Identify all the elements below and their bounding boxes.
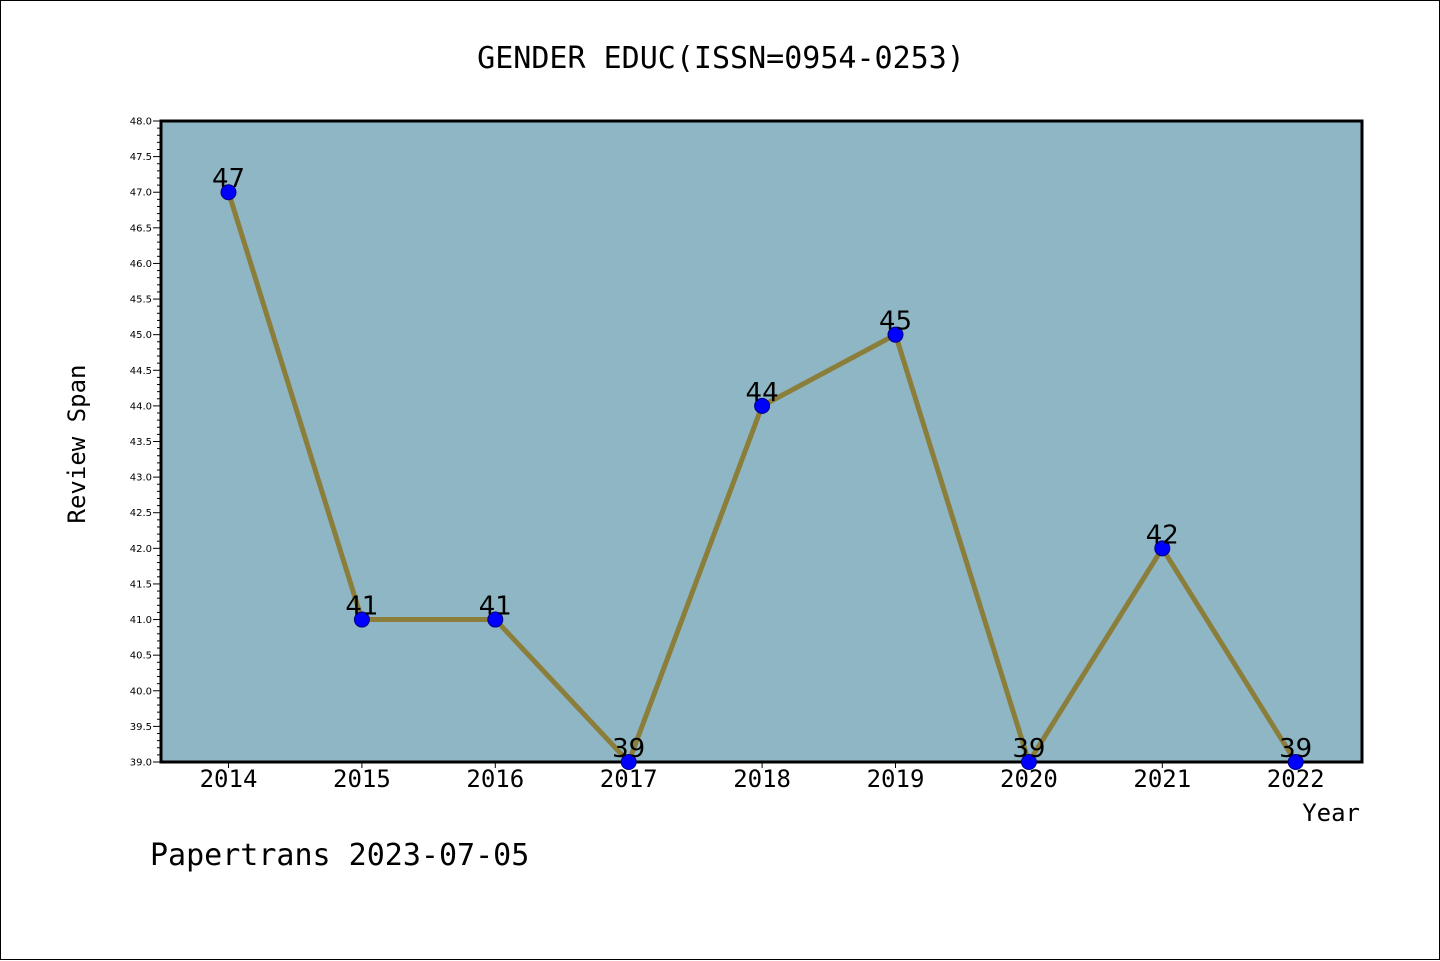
data-label: 47: [212, 164, 245, 194]
data-point: [1154, 540, 1171, 557]
plot-area: [159, 119, 1364, 764]
x-tick-label: 2015: [333, 765, 391, 793]
y-tick-label: 46.0: [130, 259, 152, 270]
chart-title: GENDER EDUC(ISSN=0954-0253): [477, 41, 965, 76]
data-label: 45: [879, 307, 912, 337]
y-tick-label: 47.0: [130, 188, 152, 199]
data-label: 41: [345, 592, 378, 622]
data-point: [1287, 754, 1304, 770]
data-label: 41: [479, 592, 512, 622]
y-tick-label: 43.0: [130, 473, 152, 484]
x-tick-label: 2021: [1133, 765, 1191, 793]
y-tick-label: 41.5: [130, 579, 152, 590]
x-tick-label: 2018: [733, 765, 791, 793]
data-point: [220, 184, 237, 201]
y-tick-label: 45.0: [130, 330, 152, 341]
y-tick-label: 42.5: [130, 508, 152, 519]
y-tick-label: 41.0: [130, 615, 152, 626]
data-series: 47 41 41 39 44 45 39 42 39: [212, 164, 1312, 770]
y-tick-label: 39.0: [130, 758, 152, 769]
y-tick-label: 45.5: [130, 295, 152, 306]
data-label: 39: [1012, 734, 1045, 764]
x-tick-label: 2019: [867, 765, 925, 793]
y-tick-label: 44.5: [130, 366, 152, 377]
x-tick-label: 2014: [200, 765, 258, 793]
y-tick-label: 40.5: [130, 651, 152, 662]
y-tick-label: 48.0: [130, 117, 152, 128]
data-point: [887, 326, 904, 343]
x-tick-label: 2016: [466, 765, 524, 793]
data-point: [1020, 754, 1037, 770]
x-axis-label: Year: [1302, 799, 1360, 827]
y-tick-label: 42.0: [130, 544, 152, 555]
data-label: 39: [1279, 734, 1312, 764]
data-point: [754, 397, 771, 414]
y-tick-label: 44.0: [130, 401, 152, 412]
y-tick-label: 46.5: [130, 223, 152, 234]
y-tick-label: 40.0: [130, 686, 152, 697]
data-point: [353, 611, 370, 628]
y-tick-label: 43.5: [130, 437, 152, 448]
data-point: [620, 754, 637, 770]
y-tick-label: 47.5: [130, 152, 152, 163]
data-label: 42: [1146, 520, 1179, 550]
data-label: 44: [746, 378, 779, 408]
data-point: [487, 611, 504, 628]
y-axis-label: Review Span: [63, 365, 91, 524]
x-axis: 2014 2015 2016 2017 2018 2019 2020 2021 2022: [200, 762, 1325, 793]
y-axis: 39.0 39.5 40.0 40.5 41.0 41.5 42.0 42.5 43.0 43.5…: [130, 117, 161, 769]
y-tick-label: 39.5: [130, 722, 152, 733]
footer-note: Papertrans 2023-07-05: [150, 838, 529, 873]
data-label: 39: [612, 734, 645, 764]
